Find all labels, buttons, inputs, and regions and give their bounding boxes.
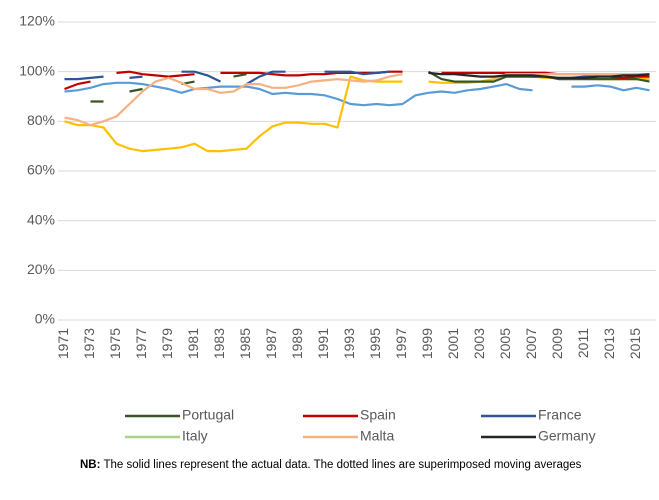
x-tick-label: 2009 (549, 328, 565, 359)
series-line (90, 70, 650, 103)
legend-label: Germany (538, 428, 596, 444)
x-tick-label: 2003 (471, 328, 487, 359)
note-text: The solid lines represent the actual dat… (103, 459, 582, 471)
legend-label: Malta (360, 428, 394, 444)
y-tick-label: 20% (27, 261, 55, 277)
x-tick-label: 1997 (393, 328, 409, 359)
note-label: NB: (80, 459, 101, 471)
x-tick-label: 1977 (133, 328, 149, 359)
x-tick-label: 2011 (575, 328, 591, 358)
legend-label: France (538, 407, 582, 423)
x-tick-label: 2007 (523, 328, 539, 359)
chart: 0% 20% 40% 60% 80% 100% 120% 1971 1973 1975 1977 19… (19, 13, 656, 444)
legend-label: Italy (182, 428, 208, 444)
series-line (428, 71, 650, 79)
legend-label: Portugal (182, 407, 234, 423)
x-tick-label: 1981 (185, 328, 201, 359)
y-tick-label: 40% (27, 211, 55, 227)
y-tick-label: 60% (27, 162, 55, 178)
x-tick-label: 1987 (263, 328, 279, 359)
x-tick-label: 1983 (211, 328, 227, 359)
x-tick-label: 1995 (367, 328, 383, 359)
x-tick-label: 1985 (237, 328, 253, 359)
x-tick-label: 1991 (315, 328, 331, 359)
y-tick-label: 80% (27, 112, 55, 128)
y-tick-label: 100% (19, 62, 55, 78)
legend-label: Spain (360, 407, 396, 423)
x-tick-label: 1973 (81, 328, 97, 359)
y-tick-label: 0% (35, 311, 55, 327)
note: NB: The solid lines represent the actual… (80, 458, 640, 473)
series-line (64, 73, 650, 127)
x-tick-label: 1979 (159, 328, 175, 359)
x-tick-label: 1999 (419, 328, 435, 359)
series-line (64, 70, 650, 86)
x-tick-label: 1989 (289, 328, 305, 359)
y-tick-label: 120% (19, 13, 55, 29)
series-line (64, 70, 650, 91)
series-line (64, 81, 650, 107)
x-tick-label: 2015 (627, 328, 643, 359)
x-tick-label: 2005 (497, 328, 513, 359)
x-tick-label: 1993 (341, 328, 357, 359)
x-tick-label: 1971 (55, 328, 71, 359)
x-tick-label: 2013 (601, 328, 617, 359)
x-tick-label: 2001 (445, 328, 461, 359)
x-tick-label: 1975 (107, 328, 123, 359)
